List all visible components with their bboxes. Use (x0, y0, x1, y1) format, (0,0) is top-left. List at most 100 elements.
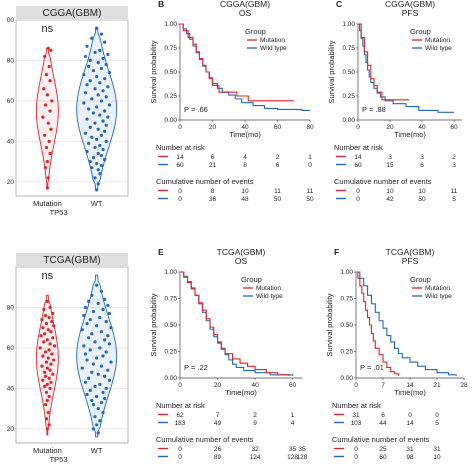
tcga-mutation-violin (35, 294, 59, 436)
cgga-mutation-point (43, 54, 47, 59)
cgga-pfs-events-cell: 5 (452, 196, 456, 203)
tcga-pfs-legend-label: Mutation (425, 285, 450, 292)
cgga-pfs-xtick-label: 0 (356, 124, 360, 131)
tcga-mutation-point (43, 313, 48, 318)
cgga-pfs-risk-cell: 3 (452, 162, 456, 169)
cgga-wt-point (85, 83, 89, 87)
tcga-wt-point (109, 360, 113, 364)
tcga-wt-point (96, 372, 100, 376)
tcga-os-events-title: Cumulative number of events (156, 435, 254, 444)
cgga-ytick-label: 00 (7, 17, 15, 24)
tcga-os-ytick-label: 1.00 (164, 269, 177, 276)
tcga-mutation-point (40, 364, 44, 368)
cgga-xlabel: TP53 (50, 208, 68, 217)
cgga-wt-point (93, 87, 97, 91)
cgga-pfs-risk-cell: 15 (386, 162, 394, 169)
cgga-pfs-events-cell: 0 (356, 188, 360, 195)
tcga-mutation-point (52, 344, 57, 348)
cgga-os-events-cell: 36 (209, 196, 217, 203)
tcga-os-xtick-label: 20 (214, 382, 222, 389)
tcga-os-risk-cell: 7 (216, 412, 220, 419)
tcga-wt-point (104, 350, 108, 354)
cgga-wt-point (96, 93, 100, 97)
tcga-mutation-point (48, 368, 52, 372)
tcga-wt-point (87, 376, 91, 380)
cgga-wt-point (93, 50, 97, 54)
cgga-os-mutation-curve (180, 23, 294, 102)
tcga-mutation-point (45, 299, 49, 303)
cgga-wt-point (107, 103, 112, 107)
tcga-wt-point (103, 374, 107, 378)
cgga-group-label: WT (91, 199, 103, 208)
tcga-mutation-point (48, 342, 52, 346)
cgga-wt-point (88, 160, 92, 164)
tcga-wt-point (91, 309, 96, 314)
cgga-mutation-point (46, 176, 50, 180)
cgga-wt-point (96, 151, 100, 156)
tcga-wt-point (99, 289, 104, 293)
tcga-wt-point (90, 370, 94, 374)
cgga-mutation-point (45, 186, 49, 190)
tcga-pfs-events-cell: 10 (433, 454, 441, 461)
cgga-significance-label: ns (42, 23, 54, 35)
cgga-os-risk-cell: 6 (211, 154, 215, 161)
cgga-os-title: CGGA(GBM) (220, 0, 270, 9)
tcga-mutation-point (43, 332, 47, 336)
cgga-os-ylabel: Survival probability (149, 40, 158, 103)
cgga-mutation-point (43, 103, 48, 107)
cgga-pfs-xtick-label: 60 (450, 124, 458, 131)
cgga-pfs-panel-letter: C (336, 0, 342, 9)
tcga-mutation-point (43, 384, 47, 388)
tcga-os-events-cell: 35 (298, 446, 306, 453)
tcga-os-risk-cell: 4 (291, 420, 295, 427)
tcga-pfs-panel-letter: F (334, 247, 339, 257)
cgga-wt-point (93, 121, 97, 125)
cgga-os-pvalue: P = .66 (184, 105, 208, 114)
cgga-mutation-point (42, 87, 46, 91)
cgga-group-label: Mutation (33, 199, 62, 208)
tcga-wt-point (85, 392, 89, 397)
cgga-pfs-title: CGGA(GBM) (385, 0, 435, 9)
cgga-pfs-ytick-label: 0.75 (342, 45, 355, 52)
tcga-os-panel-letter: E (158, 247, 164, 257)
tcga-pfs-ytick-label: 1.00 (340, 269, 353, 276)
tcga-pfs-risk-cell: 103 (351, 420, 362, 427)
cgga-os-panel-letter: B (158, 0, 164, 9)
cgga-wt-point (95, 75, 99, 79)
tcga-os-risk-cell: 183 (175, 420, 186, 427)
tcga-mutation-point (47, 423, 51, 427)
tcga-pfs-legend-title: Group (410, 275, 431, 284)
tcga-mutation-point (41, 378, 45, 382)
tcga-mutation-point (45, 398, 49, 403)
cgga-os-wildtype-curve (180, 23, 310, 111)
tcga-wt-point (103, 338, 107, 342)
cgga-pfs-events-cell: 11 (451, 188, 458, 195)
cgga-wt-point (103, 109, 107, 113)
cgga-os-subtitle: OS (239, 8, 252, 18)
tcga-os-risk-cell: 1 (291, 412, 295, 419)
cgga-wt-point (96, 182, 100, 186)
cgga-pfs-events-cell: 50 (418, 196, 426, 203)
tcga-os-legend-label: Wild type (256, 293, 283, 300)
tcga-pfs-ytick-label: 0.25 (340, 349, 353, 356)
tcga-wt-point (101, 307, 105, 312)
tcga-wt-point (98, 419, 102, 423)
cgga-os-ytick-label: 1.00 (164, 21, 177, 28)
tcga-mutation-point (49, 330, 53, 334)
tcga-os-events-cell: 32 (251, 446, 259, 453)
cgga-pfs-xlabel: Time(mo) (394, 130, 426, 139)
cgga-mutation-point (45, 160, 49, 164)
tcga-ytick-label: 60 (7, 345, 15, 352)
cgga-wt-point (88, 125, 92, 129)
cgga-mutation-point (47, 139, 51, 143)
cgga-pfs-events-cell: 10 (418, 188, 426, 195)
cgga-pfs-events-cell: 42 (386, 196, 394, 203)
tcga-mutation-point (49, 380, 53, 384)
cgga-os-ytick-label: 0.50 (164, 69, 177, 76)
tcga-wt-point (96, 431, 100, 435)
cgga-mutation-point (41, 115, 45, 119)
cgga-os-events-cell: 0 (178, 196, 182, 203)
tcga-pfs-events-cell: 0 (354, 446, 358, 453)
